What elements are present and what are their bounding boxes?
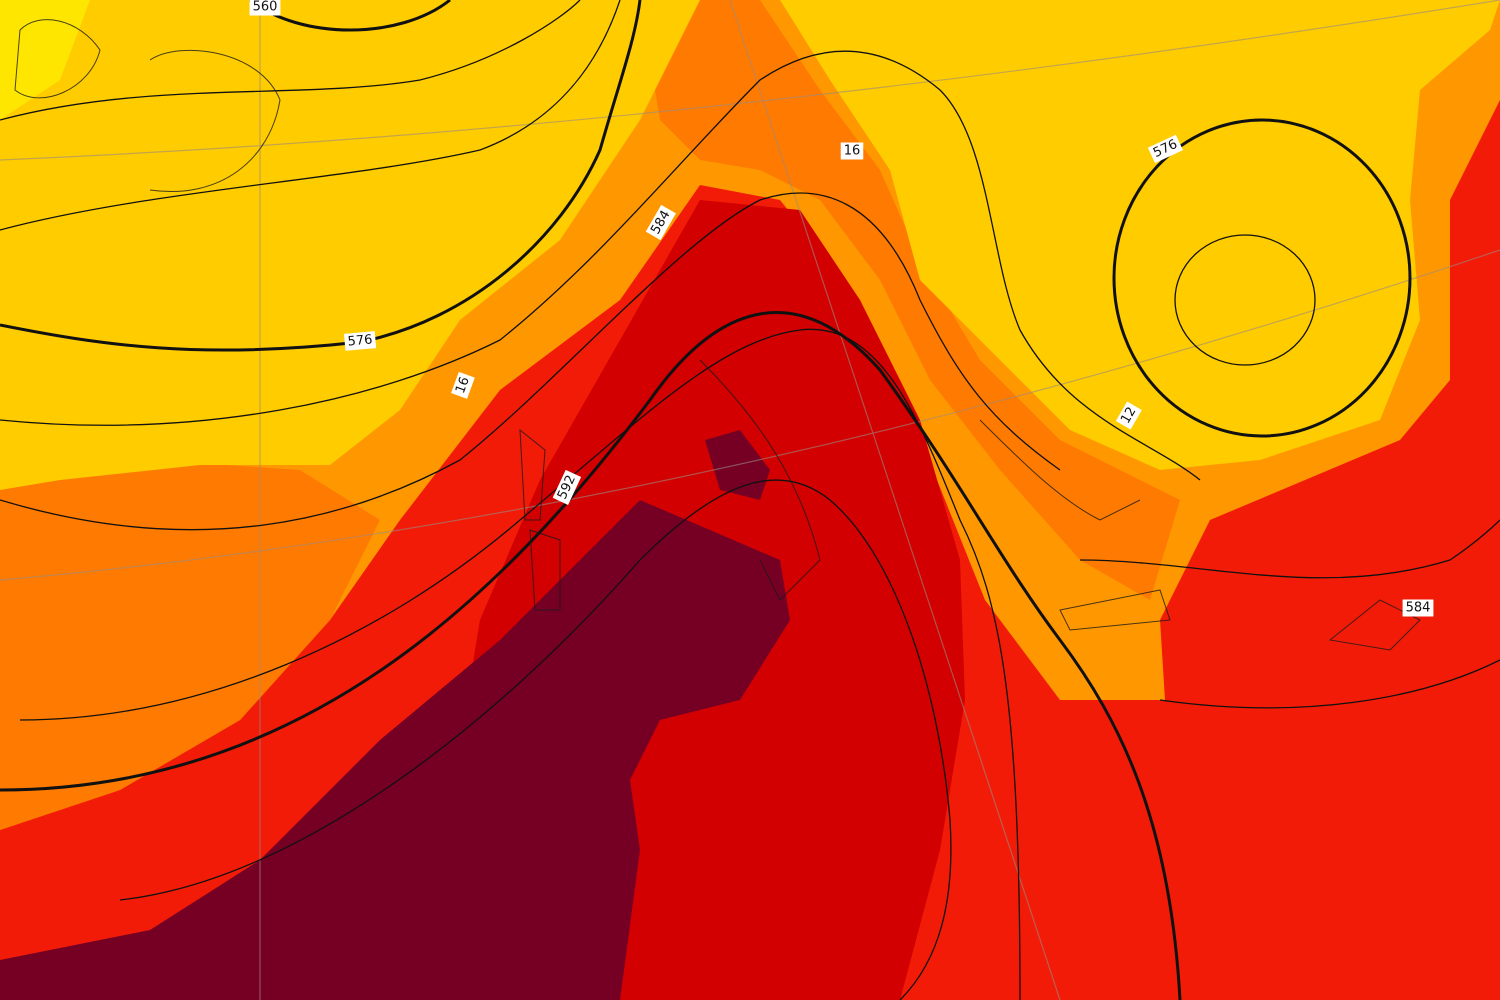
contour-label: 560	[249, 0, 281, 16]
contour-label-box	[552, 469, 582, 505]
maroon-area	[0, 500, 790, 1000]
contour-label-box	[840, 142, 864, 160]
dark-orange-area	[640, 0, 1180, 600]
contour-label-text: 560	[253, 0, 278, 15]
dark-orange-area	[0, 460, 380, 830]
contour-label-box	[451, 371, 475, 399]
contour-label: 12	[1115, 401, 1142, 430]
contour-label: 16	[840, 142, 864, 160]
contour-label: 584	[1402, 599, 1434, 617]
contour-label-box	[1402, 599, 1434, 617]
contour-label-box	[1147, 134, 1183, 164]
light-yellow-area	[0, 0, 90, 120]
contour-label-box	[249, 0, 281, 16]
contour-label: 16	[451, 371, 475, 399]
coastlines	[14, 19, 1421, 651]
contour-label-text: 12	[1118, 405, 1139, 427]
contour-label-box	[645, 204, 676, 241]
contour-label-text: 584	[1406, 601, 1431, 616]
contour-label-text: 16	[844, 144, 861, 159]
contour-label-box	[343, 331, 377, 351]
contour-label-box	[1115, 401, 1142, 430]
contour-label-text: 16	[453, 375, 473, 396]
contour-label-text: 576	[347, 332, 373, 349]
yellow-area	[0, 0, 700, 490]
contour-label: 576	[343, 331, 377, 351]
thick-contour-lines	[0, 0, 1412, 1000]
